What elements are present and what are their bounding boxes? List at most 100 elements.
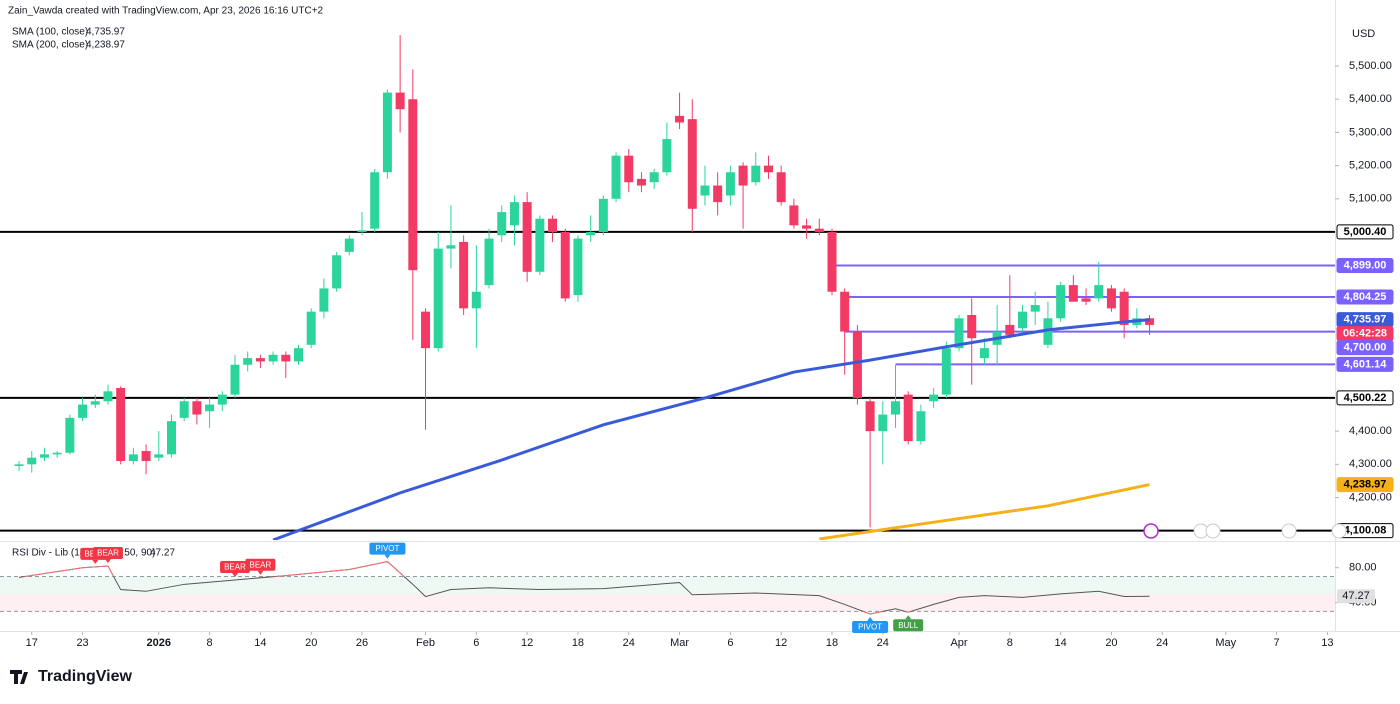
y-tick-label: 5,100.00 <box>1349 193 1392 205</box>
price-tag-label: 4,899.00 <box>1344 259 1387 271</box>
candle-body <box>446 245 456 249</box>
x-tick-label: Mar <box>670 637 689 649</box>
price-tag-label: 4,601.14 <box>1344 358 1388 370</box>
event-icon[interactable] <box>1331 523 1347 539</box>
candle-body <box>395 92 405 110</box>
price-tag <box>1336 356 1394 372</box>
signal-label: BULL <box>898 621 919 630</box>
candle-body <box>370 172 380 229</box>
x-tick-label: 23 <box>76 637 88 649</box>
price-tag-label: 4,500.22 <box>1344 392 1387 404</box>
candle-body <box>39 454 49 458</box>
rsi-tag-label: 47.27 <box>1342 590 1370 602</box>
price-tag <box>1336 289 1394 305</box>
x-tick-label: 14 <box>1055 637 1067 649</box>
candle-body <box>560 231 570 299</box>
candle-body <box>1068 285 1078 302</box>
signal-pointer <box>92 559 99 564</box>
signal-tag <box>219 560 250 573</box>
candle-body <box>255 358 265 362</box>
candle-body <box>865 401 875 432</box>
candle-body <box>598 198 608 232</box>
event-icon[interactable] <box>1281 523 1297 539</box>
event-icon[interactable] <box>1205 523 1221 539</box>
legend-value: 4,735.97 <box>86 27 125 38</box>
brand: TradingView <box>38 668 133 685</box>
candle-body <box>484 238 494 286</box>
signal-tag <box>245 558 276 571</box>
candle-body <box>535 218 545 272</box>
y-tick-label: 4,400.00 <box>1349 425 1392 437</box>
signal-tag <box>369 542 406 555</box>
band-fill-lower <box>0 593 1335 612</box>
candle-body <box>611 155 621 199</box>
price-tag-label: 4,100.08 <box>1344 525 1387 537</box>
price-tag-label: 4,238.97 <box>1344 478 1387 490</box>
signal-label: PIVOT <box>858 623 882 632</box>
candle-body <box>751 165 761 183</box>
y-tick-label: 5,300.00 <box>1349 126 1392 138</box>
candle-body <box>103 391 113 402</box>
signal-pointer <box>384 554 391 559</box>
candle-body <box>332 255 342 289</box>
sma-line <box>272 318 1150 540</box>
candle-body <box>497 212 507 236</box>
candle-body <box>179 401 189 418</box>
candle-body <box>802 225 812 229</box>
x-tick-label: 8 <box>207 637 213 649</box>
candle-body <box>1106 288 1116 309</box>
candle-body <box>116 387 126 462</box>
candle-body <box>357 230 367 232</box>
signal-tag <box>893 619 924 632</box>
candle-body <box>27 457 37 465</box>
candle-body <box>166 421 176 455</box>
x-tick-label: 18 <box>826 637 838 649</box>
y-tick-label: 5,400.00 <box>1349 93 1392 105</box>
candle-body <box>852 331 862 398</box>
x-tick-label: 17 <box>26 637 38 649</box>
candle-body <box>421 311 431 349</box>
candle-body <box>891 401 901 415</box>
y-tick-label: 4,300.00 <box>1349 458 1392 470</box>
currency[interactable]: USD <box>1352 28 1375 40</box>
x-tick-label: 12 <box>775 637 787 649</box>
candle-body <box>154 454 164 458</box>
event-icon[interactable] <box>1143 523 1159 539</box>
sma-line <box>819 483 1150 540</box>
candle-body <box>433 248 443 349</box>
candle-body <box>243 358 253 365</box>
candle-body <box>954 318 964 349</box>
candle-body <box>382 92 392 173</box>
x-tick-label: 24 <box>623 637 635 649</box>
candle-body <box>738 165 748 186</box>
signal-pointer <box>257 570 264 575</box>
signal-pointer <box>104 558 111 563</box>
x-tick-label: 12 <box>521 637 533 649</box>
candle-body <box>675 115 685 123</box>
candle-body <box>78 404 88 418</box>
candle-body <box>1018 311 1028 329</box>
candle-body <box>90 401 100 405</box>
candle-body <box>141 451 151 462</box>
x-tick-label: 24 <box>877 637 889 649</box>
candle-body <box>344 238 354 252</box>
signal-label: BEAR <box>224 563 246 572</box>
candle-body <box>52 452 62 455</box>
candle-body <box>789 205 799 226</box>
candle-body <box>878 414 888 432</box>
rsi-tag <box>1337 589 1375 604</box>
x-tick-label: 20 <box>305 637 317 649</box>
candle-body <box>700 185 710 196</box>
candle-body <box>1030 305 1040 312</box>
signal-pointer <box>905 615 912 620</box>
y-tick-label: 5,500.00 <box>1349 60 1392 72</box>
price-tag-label: 4,735.97 <box>1344 314 1387 326</box>
x-tick-label: 26 <box>356 637 368 649</box>
candle-body <box>573 238 583 296</box>
candle-body <box>1145 318 1155 325</box>
candle-body <box>459 241 469 309</box>
candle-body <box>306 311 316 345</box>
x-tick-label: Apr <box>950 637 967 649</box>
